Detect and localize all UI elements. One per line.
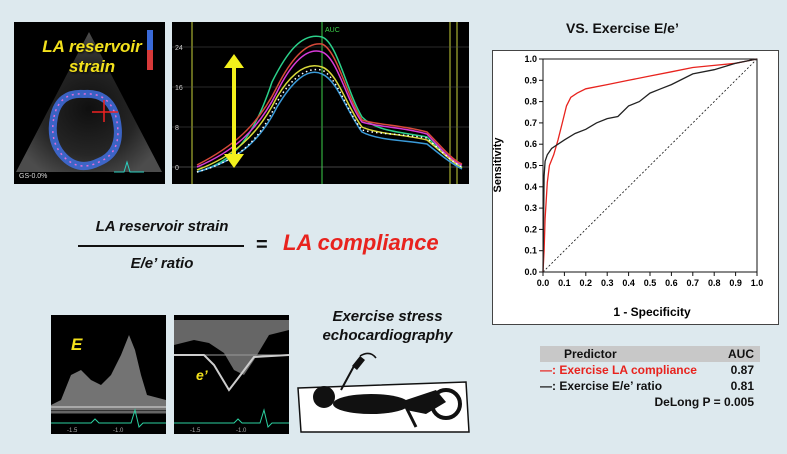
formula-numerator: LA reservoir strain (95, 218, 229, 235)
e-wave-label: E (71, 335, 83, 354)
y-tick-label: 0.1 (524, 246, 537, 256)
eprime-wave-label: e’ (196, 367, 208, 383)
roc-lines (542, 58, 758, 273)
roc-chart-frame (492, 50, 779, 325)
doppler-tick: -1.5 (67, 428, 78, 434)
x-tick-label: 0.8 (708, 278, 721, 288)
strain-tick: 8 (175, 125, 179, 132)
legend-auc: 0.87 (730, 363, 754, 377)
legend-line-swatch: —: (540, 379, 556, 393)
legend-line-swatch: —: (540, 363, 556, 377)
auc-legend: Predictor AUC —: Exercise LA compliance … (540, 346, 760, 410)
strain-curves-panel: 24 16 8 0 AUC (172, 22, 469, 184)
y-axis-label: Sensitivity (492, 137, 504, 193)
doppler-tick: -1.0 (113, 428, 124, 434)
x-tick-label: 0.6 (665, 278, 678, 288)
legend-row-ee-ratio: —: Exercise E/e’ ratio 0.81 (540, 378, 760, 394)
fraction-line (78, 245, 244, 247)
echo-image-panel: LA reservoir strain GS-0.0% (14, 22, 165, 184)
legend-label: Exercise LA compliance (559, 363, 697, 377)
y-tick-label: 0.2 (524, 224, 537, 234)
x-tick-label: 0.5 (644, 278, 657, 288)
y-tick-label: 0.5 (524, 161, 537, 171)
x-axis-label: 1 - Specificity (613, 305, 691, 319)
echo-heart-image (16, 30, 162, 173)
doppler-eprime-trace: -1.5 -1.0 (174, 320, 289, 434)
exercise-title: Exercise stress echocardiography (300, 307, 475, 345)
strain-tick: 0 (175, 165, 179, 172)
formula-result: LA compliance (283, 230, 439, 255)
doppler-e-panel: -1.5 -1.0 E (51, 315, 166, 434)
exercise-title-line2: echocardiography (322, 327, 453, 344)
x-tick-label: 0.2 (580, 278, 593, 288)
roc-line-la-compliance (542, 58, 758, 273)
roc-line-ee-ratio (542, 58, 758, 273)
doppler-e-trace: -1.5 -1.0 (51, 335, 166, 434)
y-tick-label: 0.9 (524, 75, 537, 85)
strain-curves-plot: 24 16 8 0 AUC (172, 22, 469, 184)
x-tick-label: 0.9 (729, 278, 742, 288)
legend-header: Predictor AUC (540, 346, 760, 362)
y-tick-label: 0.6 (524, 139, 537, 149)
legend-header-predictor: Predictor (564, 347, 617, 361)
formula-denominator: E/e’ ratio (130, 255, 194, 272)
x-tick-label: 0.3 (601, 278, 614, 288)
x-tick-label: 0.4 (622, 278, 635, 288)
echo-title: LA reservoir strain (42, 37, 142, 76)
legend-auc: 0.81 (730, 379, 754, 393)
y-tick-label: 0.4 (524, 182, 537, 192)
legend-label: Exercise E/e’ ratio (559, 379, 663, 393)
legend-row-la-compliance: —: Exercise LA compliance 0.87 (540, 362, 760, 378)
exercise-bike-icon (297, 352, 470, 433)
y-tick-label: 0.0 (524, 267, 537, 277)
exercise-title-line1: Exercise stress (332, 308, 443, 325)
y-tick-label: 0.7 (524, 118, 537, 128)
x-tick-label: 0.1 (558, 278, 571, 288)
strain-tick: 16 (175, 85, 183, 92)
equals-sign: = (256, 234, 268, 256)
y-tick-label: 0.3 (524, 203, 537, 213)
roc-axes: 0.00.0 0.1 0.1 0.2 0.2 0.3 0.3 0.4 0.4 0.5 0.5 0.6 0… (524, 54, 763, 288)
doppler-tick: -1.5 (190, 428, 201, 434)
doppler-eprime-panel: -1.5 -1.0 e’ (174, 315, 289, 434)
x-tick-label: 0.7 (687, 278, 700, 288)
delong-text: DeLong P = 0.005 (654, 395, 755, 409)
reference-diagonal (542, 58, 758, 273)
y-tick-label: 1.0 (524, 54, 537, 64)
strain-tick: 24 (175, 45, 183, 52)
chart-title: VS. Exercise E/e’ (566, 20, 679, 36)
y-tick-label: 0.8 (524, 97, 537, 107)
x-tick-label: 1.0 (751, 278, 764, 288)
legend-header-auc: AUC (728, 347, 754, 361)
x-tick-label: 0.0 (537, 278, 550, 288)
doppler-tick: -1.0 (236, 428, 247, 434)
gain-label: GS-0.0% (19, 173, 48, 180)
marker-label: AUC (325, 27, 340, 34)
